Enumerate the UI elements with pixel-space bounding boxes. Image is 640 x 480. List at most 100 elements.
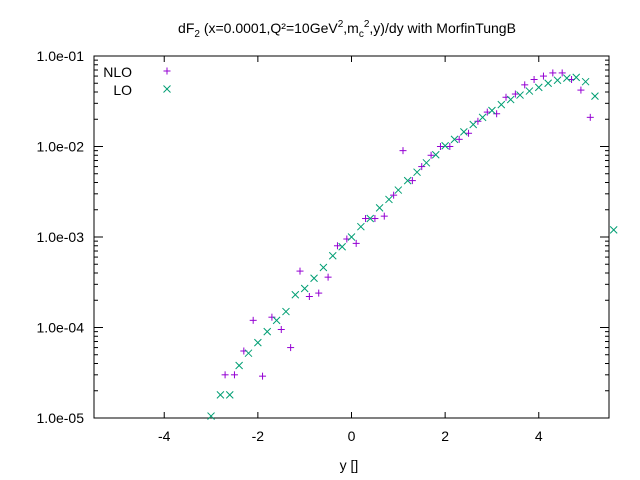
lo-point [563,74,571,82]
x-tick-label: 4 [535,428,543,444]
nlo-point [511,90,519,98]
data-points [207,69,618,420]
lo-point [216,391,225,399]
lo-point [497,100,506,109]
lo-point [544,79,552,88]
nlo-point [315,289,323,297]
nlo-point [521,81,529,89]
nlo-point [549,69,557,77]
nlo-point [493,110,501,118]
lo-point [357,222,365,231]
nlo-point [427,151,435,159]
nlo-point [221,371,229,379]
lo-point [375,203,384,212]
lo-point [403,176,412,185]
nlo-point [465,129,473,137]
x-tick-label: 0 [348,428,356,444]
lo-point [609,225,618,234]
lo-point [581,77,590,86]
legend: NLO LO [103,64,171,98]
nlo-point [483,108,491,116]
nlo-point [380,212,388,220]
nlo-point [287,344,295,352]
nlo-point [324,273,332,281]
nlo-point [436,143,444,150]
lo-point [394,186,403,194]
x-axis-ticks: -4 -2 0 2 4 [158,56,543,444]
x-tick-label: -2 [252,428,265,444]
legend-label-lo: LO [113,82,132,98]
lo-point [207,412,215,420]
lo-point [225,391,234,399]
nlo-point [305,293,313,301]
lo-point [572,73,581,82]
y-tick-label: 1.0e-05 [37,410,85,426]
y-tick-label: 1.0e-03 [37,229,85,245]
lo-point [516,91,524,99]
lo-point [534,83,543,92]
lo-point [310,274,318,283]
nlo-point [362,215,370,223]
nlo-point [352,239,360,247]
x-tick-label: -4 [158,428,171,444]
lo-point [413,168,421,177]
lo-point [235,361,243,370]
y-tick-label: 1.0e-01 [37,48,85,64]
chart-title: dF2 (x=0.0001,Q²=10GeV2,mc2,y)/dy with M… [178,19,516,40]
lo-point [553,76,562,85]
lo-point [488,106,496,115]
x-tick-label: 2 [441,428,449,444]
legend-label-nlo: NLO [103,64,132,80]
lo-point [591,92,599,101]
lo-point [263,327,272,336]
lo-point [441,141,449,150]
lo-point [328,251,337,260]
nlo-point [455,135,463,143]
nlo-point [390,191,398,199]
lo-point [450,135,459,144]
legend-marker-lo [163,85,171,93]
nlo-point [399,147,407,155]
nlo-point [539,72,547,80]
lo-point [254,338,262,347]
nlo-point [230,371,238,379]
nlo-point [558,69,566,77]
lo-point [460,128,468,136]
nlo-point [474,117,482,125]
lo-point [291,290,300,299]
lo-point [366,214,375,223]
y-axis-ticks: 1.0e-05 1.0e-04 1.0e-03 1.0e-02 1.0e-01 [37,48,609,426]
lo-point [506,95,515,104]
y-tick-label: 1.0e-02 [37,139,85,155]
lo-point [319,263,328,272]
nlo-point [418,163,426,171]
nlo-point [333,242,341,250]
nlo-point [249,316,257,324]
lo-point [244,349,253,358]
lo-point [478,113,487,122]
nlo-point [408,177,416,185]
lo-point [300,284,309,293]
lo-point [272,316,281,325]
nlo-point [371,215,379,223]
lo-point [347,233,356,241]
lo-point [385,195,393,204]
y-tick-label: 1.0e-04 [37,320,85,336]
nlo-point [259,372,267,380]
nlo-point [586,113,594,121]
nlo-point [577,86,585,94]
lo-point [422,158,431,167]
legend-marker-nlo [163,67,171,75]
nlo-point [446,143,454,150]
nlo-point [268,313,276,321]
lo-point [469,120,478,129]
lo-point [282,307,290,316]
lo-point [525,87,534,95]
x-axis-title: y [] [340,457,359,473]
nlo-point [277,326,285,334]
nlo-point [296,267,304,275]
lo-point [338,242,346,251]
lo-point [431,150,440,159]
nlo-point [530,75,538,83]
